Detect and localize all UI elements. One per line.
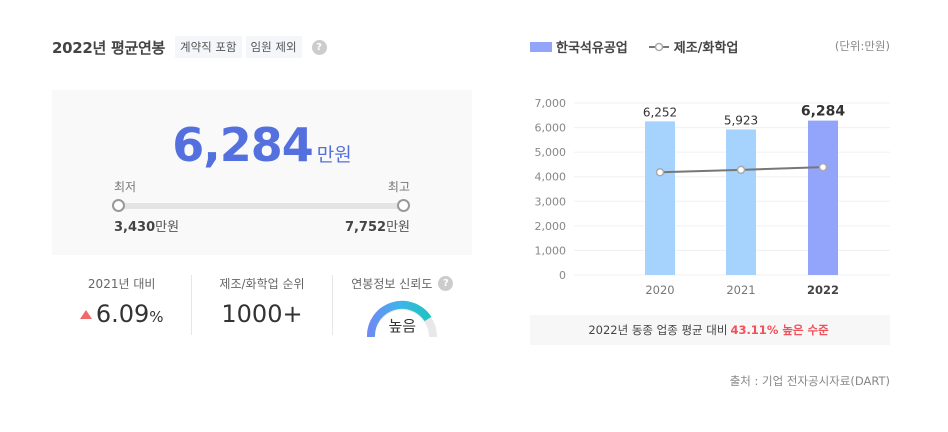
stat-label: 2021년 대비 [87,277,156,291]
max-knob-icon [397,199,410,212]
up-triangle-icon [79,310,92,319]
min-label: 최저 [114,180,137,194]
salary-range-bar [112,199,410,212]
stat-value: 1000+ [221,300,303,328]
average-salary-summary: 6,284 만원 최저 최고 3,430만원 7,752만원 [52,90,472,255]
svg-text:2020: 2020 [645,283,674,295]
legend-company: 한국석유공업 [556,41,628,56]
tag-executives-excluded: 임원 제외 [245,36,302,58]
stat-value: 6.09% [52,300,191,328]
svg-text:0: 0 [559,269,566,282]
svg-text:6,284: 6,284 [801,104,846,120]
svg-text:4,000: 4,000 [535,171,567,184]
industry-comparison: 2022년 동종 업종 평균 대비 43.11% 높은 수준 [530,315,890,345]
svg-text:3,000: 3,000 [535,195,567,208]
stat-label: 연봉정보 신뢰도? [333,275,472,292]
legend-industry: 제조/화학업 [673,41,739,56]
salary-header: 2022년 평균연봉 계약직 포함 임원 제외 ? [52,36,327,58]
page-title: 2022년 평균연봉 [52,38,165,57]
comparison-highlight: 43.11% 높은 수준 [730,323,829,337]
unit-note: (단위:만원) [834,39,890,53]
max-salary: 7,752만원 [344,220,410,235]
svg-text:6,000: 6,000 [535,122,567,135]
svg-text:7,000: 7,000 [535,97,567,110]
question-circle-icon[interactable]: ? [438,276,454,291]
svg-text:2022: 2022 [807,283,839,295]
bar-swatch-icon [530,41,552,52]
min-knob-icon [112,199,125,212]
stat-industry-rank: 제조/화학업 순위 1000+ [191,275,331,335]
max-label: 최고 [387,180,410,194]
svg-text:2021: 2021 [726,283,755,295]
question-circle-icon[interactable]: ? [311,39,327,55]
data-source: 출처 : 기업 전자공시자료(DART) [729,374,890,388]
svg-text:2,000: 2,000 [535,220,567,233]
reliability-gauge: 높음 [365,297,439,338]
salary-number: 6,284 [172,118,314,172]
min-salary: 3,430만원 [114,220,180,235]
comparison-text: 2022년 동종 업종 평균 대비 [588,323,728,337]
line-marker-icon [648,42,670,52]
svg-text:5,923: 5,923 [724,113,758,127]
stat-yoy-change: 2021년 대비 6.09% [52,275,191,335]
salary-unit: 만원 [316,144,352,166]
svg-text:6,252: 6,252 [643,105,677,119]
stat-label: 제조/화학업 순위 [219,277,305,291]
svg-text:1,000: 1,000 [535,244,567,257]
tag-contract-included: 계약직 포함 [174,36,242,58]
svg-text:5,000: 5,000 [535,146,567,159]
gauge-arc-icon [367,300,438,338]
stat-reliability: 연봉정보 신뢰도? 높음 [331,275,472,338]
salary-stats: 2021년 대비 6.09% 제조/화학업 순위 1000+ 연봉정보 신뢰도?… [52,275,472,338]
average-salary-value: 6,284 만원 [52,118,472,172]
chart-legend: 한국석유공업 제조/화학업 [530,37,738,56]
salary-trend-chart: 0 1,000 2,000 3,000 4,000 5,000 6,000 7,000 6,25… [535,97,890,295]
reliability-value: 높음 [388,317,417,335]
